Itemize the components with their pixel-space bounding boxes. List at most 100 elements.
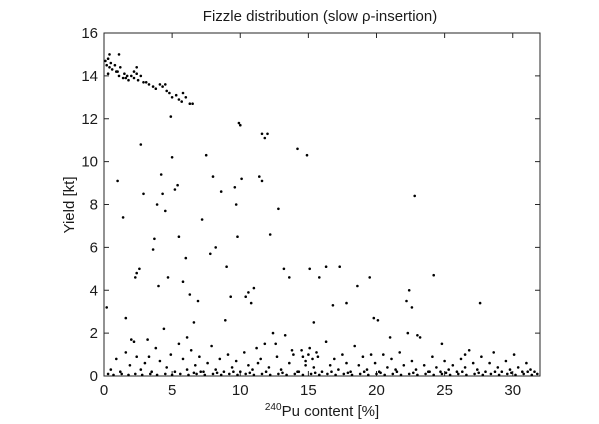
data-point	[422, 364, 426, 367]
data-point	[154, 346, 158, 350]
data-point	[316, 355, 320, 359]
data-point	[134, 372, 137, 376]
data-point	[309, 372, 313, 376]
data-point	[368, 276, 372, 279]
data-point	[263, 342, 267, 346]
data-point	[106, 57, 110, 60]
data-point	[308, 346, 312, 350]
data-point	[248, 371, 252, 375]
data-point	[134, 276, 137, 279]
y-tick-label: 4	[90, 282, 98, 299]
data-point	[439, 370, 442, 374]
x-tick-label: 5	[168, 382, 176, 399]
data-point	[185, 368, 189, 371]
y-tick-label: 10	[81, 154, 98, 171]
data-point	[521, 370, 524, 374]
x-axis-label-main: Pu content [%]	[282, 403, 380, 420]
data-point	[210, 344, 213, 348]
data-point	[448, 373, 452, 377]
data-point	[106, 72, 110, 75]
x-tick-label: 30	[504, 382, 521, 399]
data-point	[181, 280, 185, 284]
data-point	[432, 273, 436, 277]
data-point	[410, 306, 414, 309]
data-point	[105, 306, 108, 309]
data-point	[234, 359, 238, 363]
data-point	[234, 203, 238, 206]
data-point	[338, 265, 342, 269]
data-point	[176, 183, 179, 187]
data-point	[188, 293, 192, 296]
data-point	[181, 91, 185, 95]
data-point	[229, 295, 232, 299]
data-point	[155, 203, 159, 206]
data-point	[259, 357, 263, 361]
data-point	[198, 355, 201, 359]
data-point	[139, 368, 143, 371]
data-point	[530, 373, 534, 377]
data-point	[132, 76, 136, 80]
data-point	[271, 331, 275, 335]
data-point	[367, 373, 370, 377]
data-point	[358, 372, 362, 376]
data-point	[135, 271, 138, 275]
data-point	[500, 370, 504, 374]
data-point	[135, 355, 138, 359]
data-point	[236, 235, 239, 238]
data-point	[412, 371, 415, 375]
data-point	[330, 370, 333, 374]
data-point	[478, 301, 482, 305]
data-point	[492, 351, 496, 354]
data-point	[522, 372, 525, 376]
data-point	[121, 76, 125, 80]
data-point	[365, 368, 369, 371]
data-point	[346, 371, 350, 375]
data-point	[158, 83, 162, 86]
data-point	[297, 370, 301, 374]
data-point	[357, 364, 361, 367]
data-point	[230, 366, 234, 369]
data-point	[177, 342, 181, 346]
data-point	[489, 372, 493, 376]
data-point	[119, 66, 122, 69]
data-point	[275, 355, 279, 359]
data-point	[135, 72, 138, 75]
x-axis-label-superscript: 240	[265, 402, 282, 413]
data-point	[268, 373, 272, 377]
data-point	[444, 371, 448, 375]
y-axis-label: Yield [kt]	[61, 177, 78, 234]
data-point	[191, 102, 194, 105]
data-point	[471, 361, 475, 365]
data-point	[170, 96, 174, 99]
data-point	[508, 368, 512, 371]
data-point	[124, 76, 128, 80]
data-point	[226, 353, 230, 356]
data-point	[173, 370, 177, 374]
data-point	[274, 342, 278, 346]
data-point	[418, 336, 422, 339]
data-point	[169, 115, 173, 118]
data-point	[285, 373, 288, 377]
data-point	[106, 372, 110, 376]
data-point	[255, 346, 258, 350]
data-point	[258, 175, 261, 178]
data-point	[525, 361, 528, 365]
y-axis-ticks: 0 2 4 6 8 10 12 14 16	[81, 25, 540, 385]
data-point	[139, 74, 143, 78]
data-point	[199, 370, 202, 374]
data-point	[283, 334, 287, 337]
data-point	[173, 188, 177, 191]
data-point	[337, 368, 340, 371]
data-point	[144, 81, 148, 84]
data-point	[211, 372, 215, 376]
data-point	[181, 357, 185, 361]
data-point	[136, 78, 140, 82]
data-point	[395, 370, 399, 374]
data-point	[334, 373, 337, 377]
data-point	[349, 370, 352, 374]
data-point	[300, 349, 303, 352]
data-point	[277, 372, 280, 376]
data-point	[510, 371, 513, 375]
data-point	[496, 366, 500, 369]
